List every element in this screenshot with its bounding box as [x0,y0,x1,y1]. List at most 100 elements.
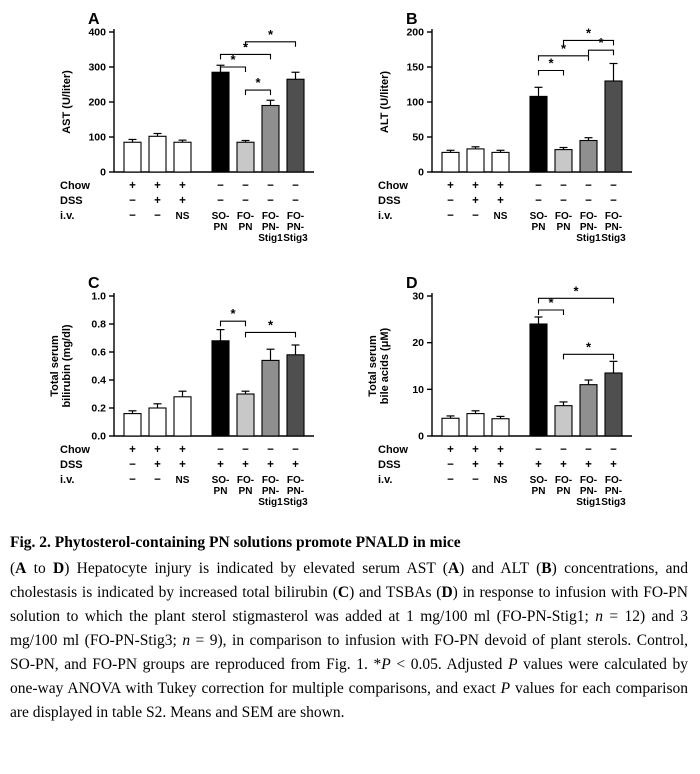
caption-segment: n [182,632,191,649]
significance-bracket [537,309,565,315]
significance-star: * [586,339,592,354]
table-cell: + [292,459,299,471]
panel-b-chart: B ALT (U/liter) 0 50 100 150 200 * * * * Chow + + + − − −… [378,11,632,244]
table-cell: − [610,195,617,207]
significance-bracket [219,53,272,60]
group-label: FO- [287,475,304,486]
bar [579,384,598,437]
y-tick-label: 50 [412,132,424,144]
caption-segment: ) concentrations, and cholestasis is ind… [10,560,688,601]
significance-star: * [255,75,261,90]
bar [554,405,573,437]
caption-segment: ( [10,560,16,577]
table-cell: − [535,444,542,456]
table-cell: NS [494,475,508,486]
group-label: PN [532,486,546,497]
bar [148,135,167,173]
table-cell: − [447,459,454,471]
panel-letter: D [406,275,418,292]
figure-caption: Fig. 2. Phytosterol-containing PN soluti… [0,520,700,725]
bar [579,139,598,173]
panel-c-chart: C Total serum bilirubin (mg/dl) 0.0 0.2 0.4 0.… [49,275,314,508]
table-cell: − [585,195,592,207]
table-cell: + [154,180,161,192]
y-tick-label: 0.2 [91,403,106,415]
caption-segment: n [595,608,603,625]
group-label: FO- [262,211,279,222]
y-tick-label: 200 [88,97,106,109]
significance-star: * [548,56,554,71]
significance-star: * [548,295,554,310]
table-cell: − [242,444,249,456]
table-cell: − [242,180,249,192]
table-cell: + [535,459,542,471]
group-label: SO- [530,475,548,486]
figure-panels: A AST (U/liter) 0 100 200 300 400 * * * * Chow + + + − −… [49,11,632,508]
y-axis-label: Total serum [49,335,61,397]
caption-segment: to [26,560,53,577]
table-cell: + [129,180,136,192]
table-cell: + [497,180,504,192]
y-tick-label: 0 [418,167,424,179]
y-axis-label: Total serum [367,335,379,397]
table-row-label: DSS [378,459,401,471]
group-label: PN- [262,222,279,233]
table-cell: − [217,195,224,207]
caption-segment: A [15,560,27,577]
group-label: PN- [262,486,279,497]
panel-letter: A [88,11,100,28]
bar [236,141,255,173]
table-cell: − [217,444,224,456]
y-tick-label: 0 [100,167,106,179]
table-cell: + [129,444,136,456]
bar [491,151,510,173]
y-axis-label: AST (U/liter) [61,70,73,134]
group-label: FO- [555,475,572,486]
table-cell: − [610,444,617,456]
bar [529,95,548,173]
significance-bracket [537,69,565,76]
group-label: PN- [287,486,304,497]
significance-star: * [230,52,236,67]
significance-bracket [562,39,615,46]
table-cell: + [472,180,479,192]
table-cell: − [292,195,299,207]
significance-bracket [537,297,615,304]
bar [491,418,510,437]
significance-bracket [562,353,615,360]
bar [466,148,485,173]
group-label: PN [239,486,253,497]
group-label: Stig1 [258,497,283,508]
table-row-label: Chow [60,444,90,456]
bar [123,141,142,173]
y-axis-label: ALT (U/liter) [379,71,391,133]
table-cell: − [154,210,161,222]
caption-segment: values for each comparison are displayed… [10,680,688,721]
bar [211,340,230,437]
significance-bracket [219,320,247,327]
table-cell: − [585,444,592,456]
group-label: PN- [605,486,622,497]
significance-bracket [219,66,247,72]
caption-segment: B [541,560,552,577]
y-tick-label: 30 [412,291,424,303]
table-cell: + [154,444,161,456]
table-cell: − [560,180,567,192]
group-label: PN [557,486,571,497]
group-label: PN [214,486,228,497]
caption-segment: ) in response to infusion with FO-PN sol… [10,584,688,625]
table-row-label: i.v. [378,474,392,486]
significance-star: * [573,283,579,298]
table-cell: − [129,459,136,471]
panel-letter: C [88,275,100,292]
bar [148,407,167,437]
group-label: SO- [530,211,548,222]
caption-segment: P [500,680,511,697]
significance-bracket [244,41,297,47]
table-cell: + [610,459,617,471]
group-label: PN- [580,486,597,497]
table-cell: + [179,180,186,192]
y-tick-label: 0.6 [91,347,106,359]
bar [441,151,460,173]
table-cell: NS [176,475,190,486]
